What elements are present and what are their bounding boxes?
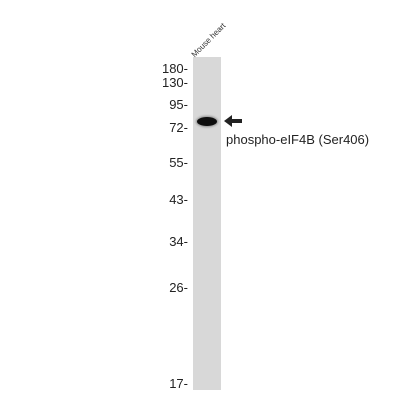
marker-130: 130- (161, 75, 188, 90)
marker-34: 34- (169, 234, 188, 249)
marker-17: 17- (169, 376, 188, 391)
left-arrow-icon (224, 115, 242, 127)
protein-band (197, 117, 217, 126)
marker-43: 43- (169, 192, 188, 207)
gel-lane (193, 57, 221, 390)
marker-72: 72- (169, 120, 188, 135)
sample-label: Mouse heart (189, 21, 228, 59)
marker-180: 180- (161, 61, 188, 76)
target-protein-label: phospho-eIF4B (Ser406) (226, 132, 370, 147)
marker-26: 26- (169, 280, 188, 295)
marker-55: 55- (169, 155, 188, 170)
marker-95: 95- (169, 97, 188, 112)
